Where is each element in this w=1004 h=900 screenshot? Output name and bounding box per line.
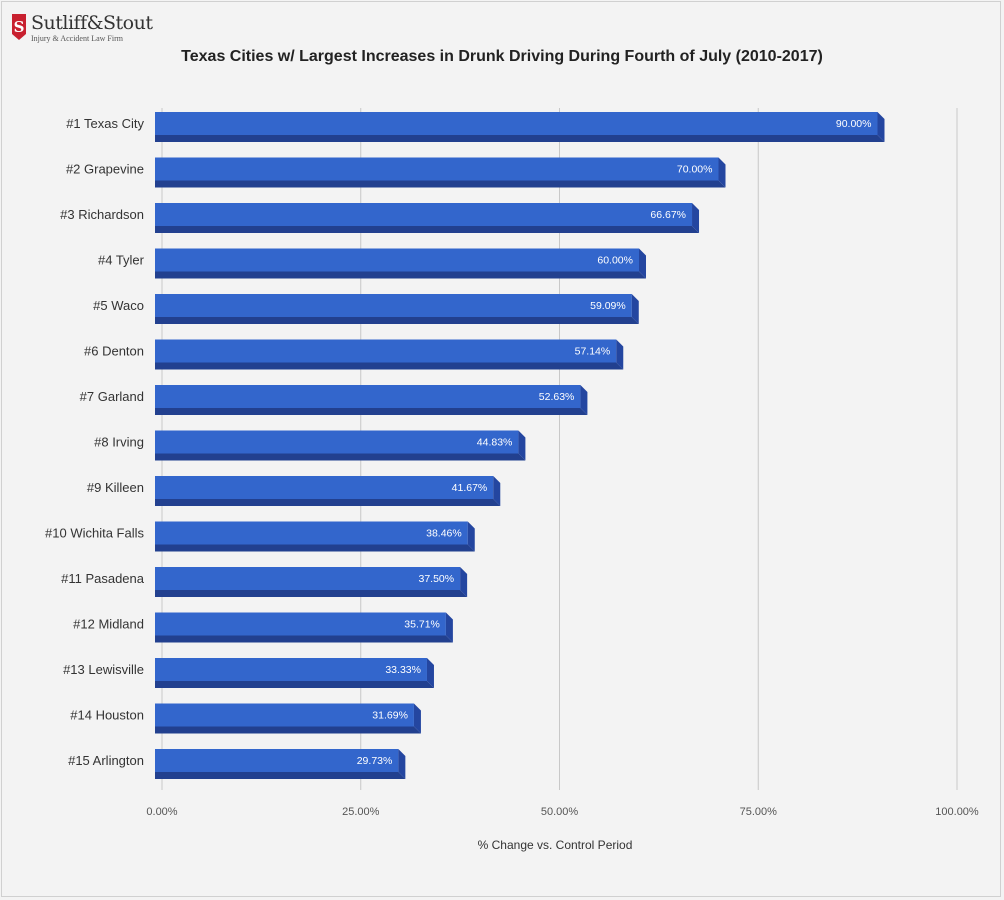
data-label: 37.50% <box>419 573 455 585</box>
bar <box>155 248 639 272</box>
bar <box>155 658 427 681</box>
logo-name: Sutliff&Stout <box>31 12 153 34</box>
bar <box>155 521 468 545</box>
data-label: 44.83% <box>477 437 513 449</box>
bar-side-face <box>426 658 434 688</box>
bar-side-face <box>877 112 885 142</box>
x-tick-label: 0.00% <box>146 806 177 818</box>
category-label: #6 Denton <box>84 344 144 359</box>
category-label: #8 Irving <box>94 435 144 450</box>
bar <box>155 112 878 135</box>
category-label: #9 Killeen <box>87 480 144 495</box>
bar <box>155 294 632 317</box>
bar-side-face <box>518 430 526 461</box>
bar-side-face <box>445 612 453 643</box>
data-label: 33.33% <box>385 664 421 676</box>
bar-bottom-face <box>155 726 421 734</box>
bar-bottom-face <box>155 453 526 461</box>
bar-bottom-face <box>155 271 646 279</box>
bar-bottom-face <box>155 681 434 688</box>
data-label: 41.67% <box>452 482 488 494</box>
bar <box>155 749 399 772</box>
category-label: #4 Tyler <box>98 253 145 268</box>
bar-side-face <box>460 567 468 597</box>
bar-side-face <box>413 703 421 734</box>
logo-tagline: Injury & Accident Law Firm <box>31 34 123 43</box>
bar-bottom-face <box>155 135 885 142</box>
x-tick-label: 100.00% <box>935 806 979 818</box>
bar-side-face <box>398 749 406 779</box>
x-tick-label: 25.00% <box>342 806 380 818</box>
bar-side-face <box>718 157 726 188</box>
x-axis-title: % Change vs. Control Period <box>477 838 633 852</box>
category-label: #13 Lewisville <box>63 662 144 677</box>
bar-side-face <box>493 476 501 506</box>
category-label: #3 Richardson <box>60 207 144 222</box>
svg-text:S: S <box>14 18 25 36</box>
data-label: 57.14% <box>575 346 611 358</box>
category-label: #12 Midland <box>73 617 144 632</box>
firm-s-logo-icon: S <box>10 12 28 42</box>
bar <box>155 703 414 727</box>
bar-side-face <box>639 248 646 279</box>
bar-bottom-face <box>155 590 468 597</box>
bar-bottom-face <box>155 772 406 779</box>
bar <box>155 157 719 181</box>
bar-bottom-face <box>155 544 475 552</box>
bar <box>155 476 494 499</box>
category-label: #14 Houston <box>70 708 144 723</box>
data-label: 35.71% <box>404 619 440 631</box>
x-tick-label: 50.00% <box>541 806 579 818</box>
bar-bottom-face <box>155 362 624 370</box>
bar-side-face <box>580 385 588 415</box>
bar <box>155 612 446 636</box>
data-label: 90.00% <box>836 118 872 130</box>
bar-side-face <box>616 339 624 370</box>
bar-bottom-face <box>155 317 639 324</box>
data-label: 59.09% <box>590 300 626 312</box>
x-tick-label: 75.00% <box>740 806 778 818</box>
category-label: #15 Arlington <box>68 753 144 768</box>
data-label: 29.73% <box>357 755 393 767</box>
category-label: #2 Grapevine <box>66 162 144 177</box>
bar <box>155 203 693 226</box>
bar-bottom-face <box>155 180 726 188</box>
category-label: #5 Waco <box>93 298 144 313</box>
chart-title: Texas Cities w/ Largest Increases in Dru… <box>181 48 823 65</box>
data-label: 70.00% <box>677 164 713 176</box>
bar-bottom-face <box>155 499 501 506</box>
data-label: 38.46% <box>426 528 462 540</box>
bar-bottom-face <box>155 635 453 643</box>
category-label: #1 Texas City <box>66 116 144 131</box>
category-label: #10 Wichita Falls <box>45 526 144 541</box>
data-label: 66.67% <box>650 209 686 221</box>
data-label: 60.00% <box>597 255 633 267</box>
data-label: 52.63% <box>539 391 575 403</box>
bar-side-face <box>467 521 475 552</box>
bar-side-face <box>692 203 700 233</box>
bar-side-face <box>631 294 639 324</box>
bar-bottom-face <box>155 226 700 233</box>
bar-bottom-face <box>155 408 588 415</box>
category-label: #11 Pasadena <box>61 571 145 586</box>
bar <box>155 430 519 454</box>
data-label: 31.69% <box>372 710 408 722</box>
bar <box>155 339 617 363</box>
category-label: #7 Garland <box>80 389 144 404</box>
firm-logo: S Sutliff&Stout Injury & Accident Law Fi… <box>10 12 153 46</box>
bar <box>155 567 461 590</box>
bar <box>155 385 581 408</box>
